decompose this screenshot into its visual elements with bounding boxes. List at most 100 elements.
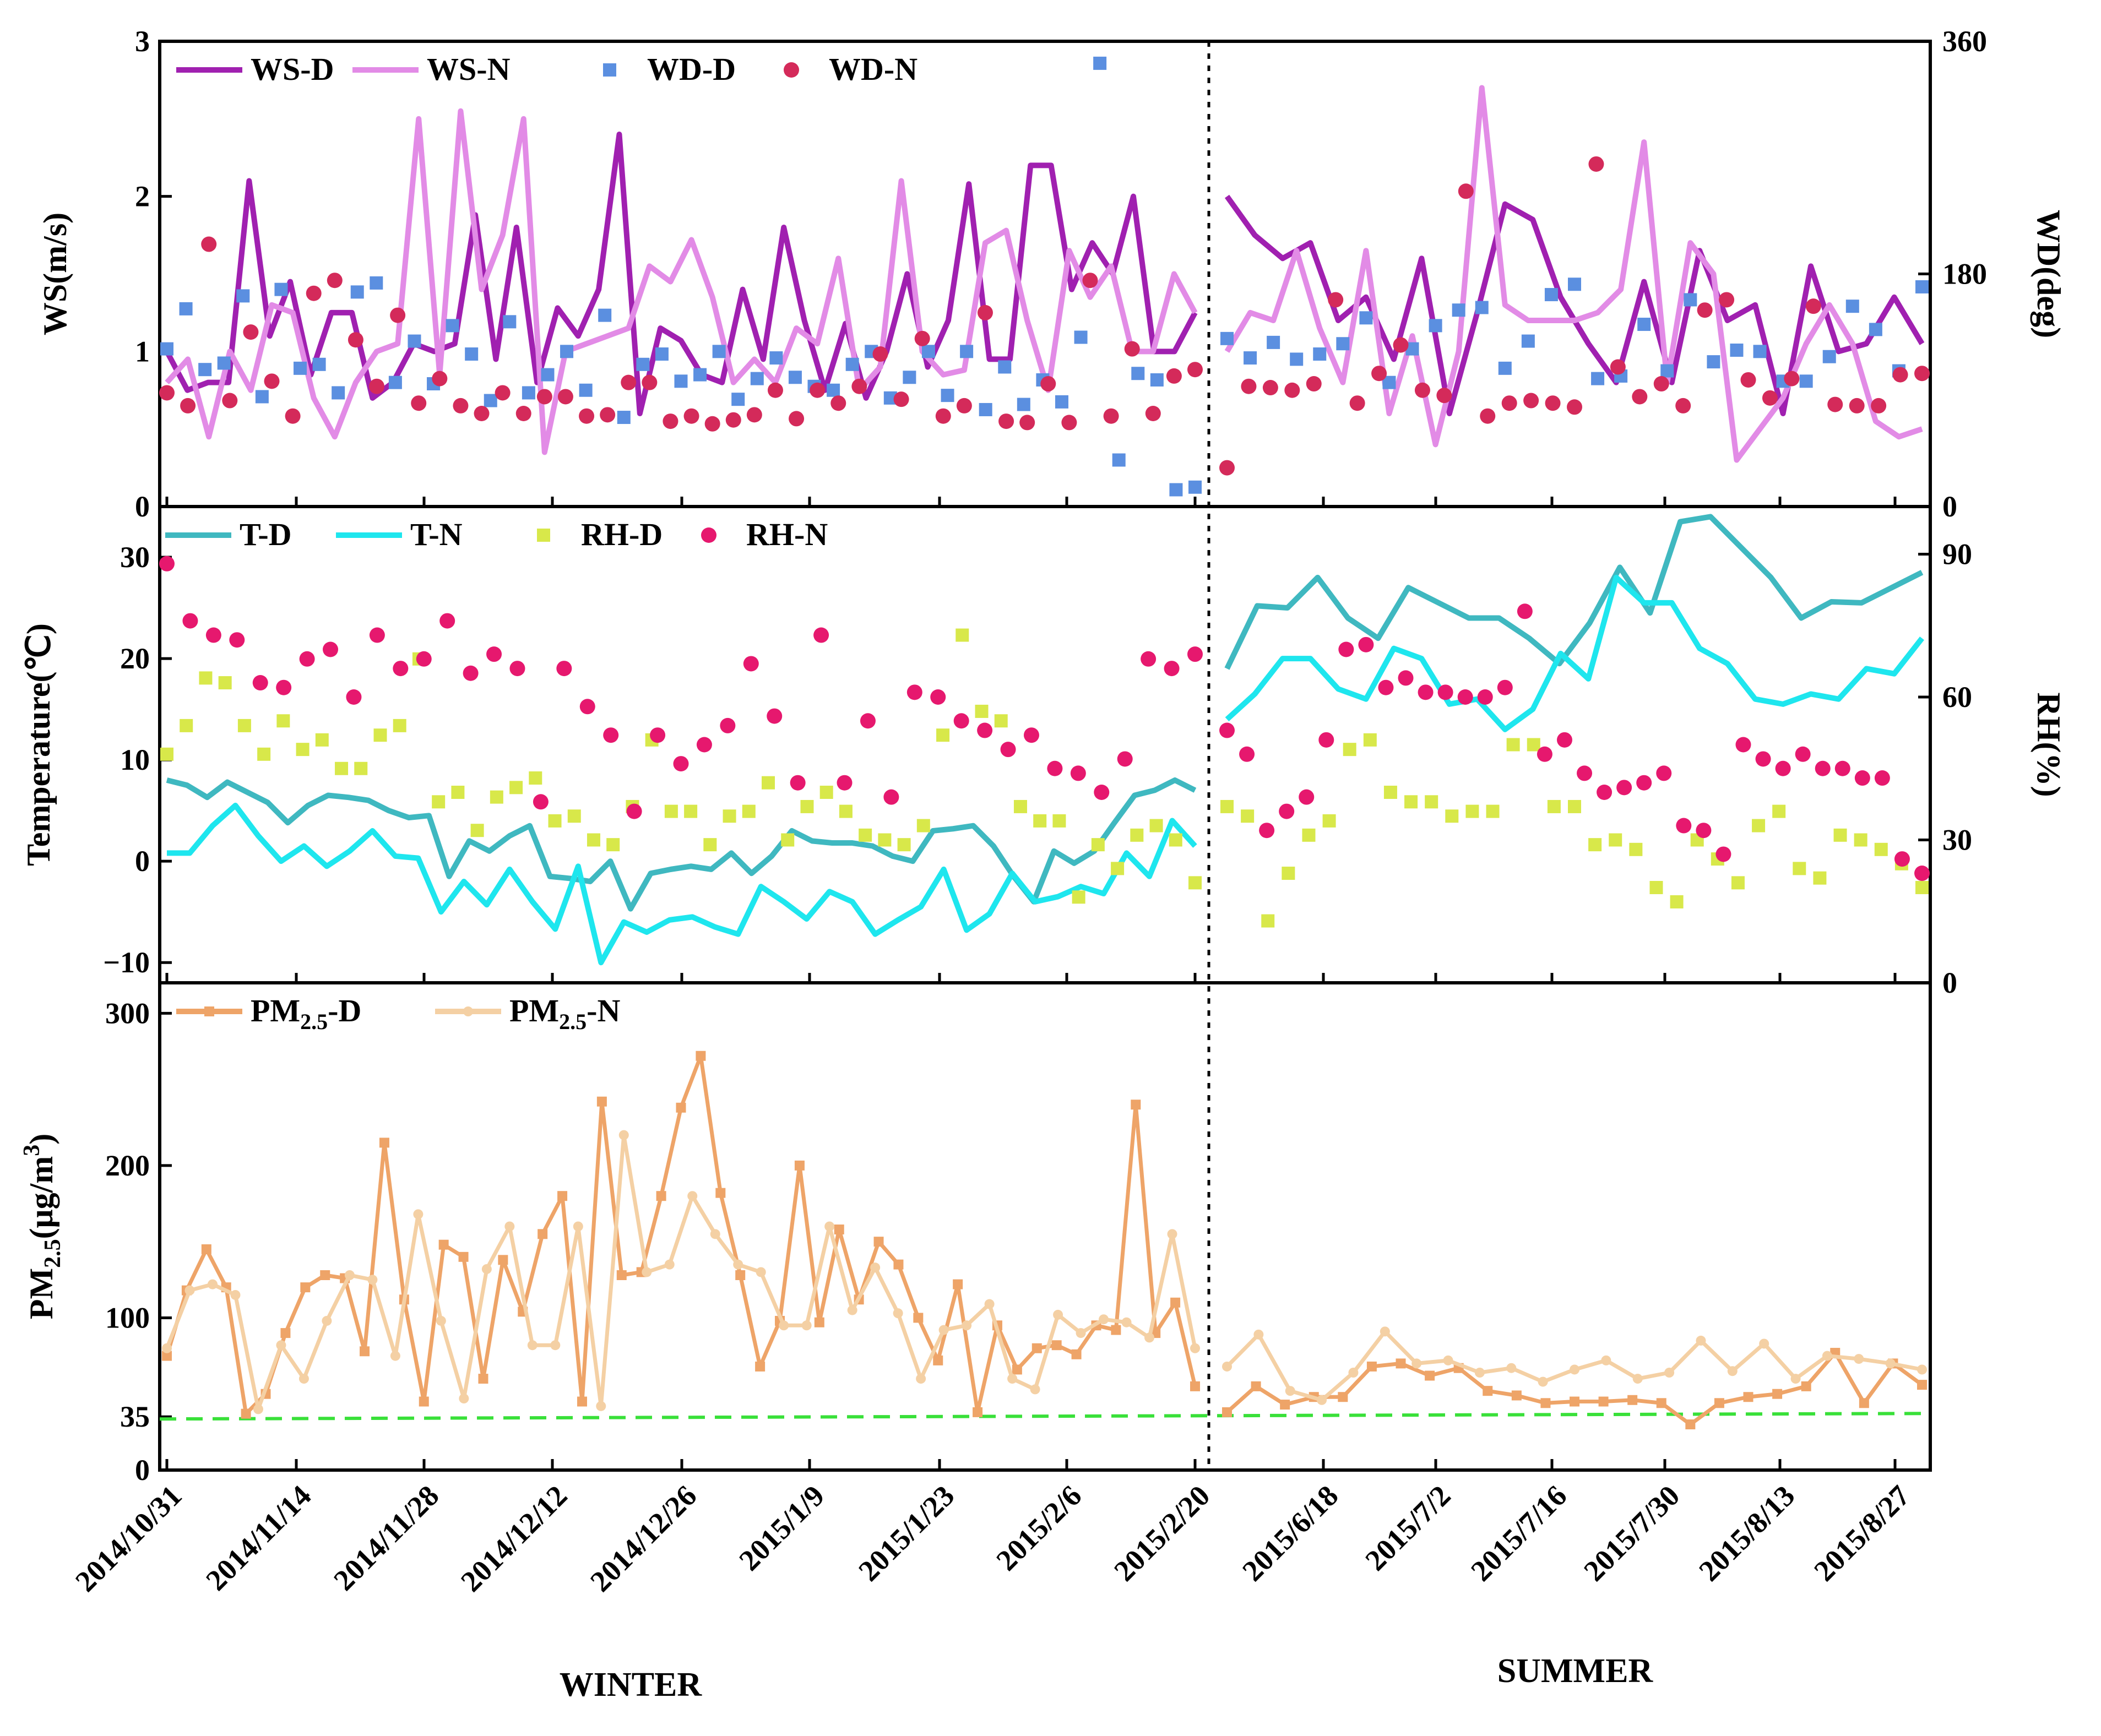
series-pm2-5-n (162, 1130, 1927, 1414)
data-point (1302, 828, 1316, 842)
data-point (276, 679, 292, 695)
data-point (1517, 603, 1533, 619)
data-point (478, 1374, 488, 1384)
data-point (1458, 183, 1474, 199)
data-point (579, 383, 593, 397)
data-point (490, 790, 503, 804)
data-point (264, 373, 280, 389)
data-point (294, 361, 307, 375)
data-point (1055, 395, 1068, 409)
data-point (509, 781, 523, 794)
data-point (1598, 1396, 1609, 1407)
data-point (159, 385, 175, 401)
data-point (579, 699, 595, 715)
y2-tick-label: 0 (1942, 490, 1957, 523)
data-point (257, 747, 271, 761)
data-point (953, 713, 969, 729)
data-point (1094, 785, 1110, 800)
data-point (1396, 1358, 1406, 1369)
data-point (1801, 1381, 1811, 1391)
data-point (373, 728, 387, 742)
data-point (693, 368, 707, 382)
data-point (1124, 341, 1140, 357)
data-point (1359, 311, 1373, 325)
data-point (276, 1340, 286, 1351)
legend-marker (701, 527, 716, 543)
data-point (1854, 770, 1870, 786)
x-tick-label: 2015/1/23 (852, 1479, 960, 1587)
data-point (1570, 1396, 1579, 1407)
data-point (1452, 303, 1465, 317)
data-point (1707, 355, 1720, 369)
data-point (1815, 760, 1831, 776)
data-point (162, 1351, 172, 1361)
data-point (1033, 814, 1047, 828)
data-point (1061, 415, 1077, 431)
data-point (367, 1275, 378, 1285)
data-point (470, 824, 484, 837)
data-point (1670, 895, 1684, 908)
data-point (596, 1401, 606, 1411)
data-point (696, 1051, 706, 1061)
data-point (1632, 1374, 1643, 1384)
data-point (1169, 833, 1182, 847)
data-point (1567, 399, 1582, 415)
data-point (1632, 389, 1648, 405)
data-point (1000, 742, 1016, 758)
data-point (201, 236, 217, 252)
data-point (935, 408, 951, 424)
data-point (1336, 337, 1350, 351)
data-point (529, 771, 542, 785)
x-tick-label: 2015/8/13 (1692, 1479, 1801, 1587)
data-point (1244, 351, 1257, 365)
data-point (280, 1328, 291, 1338)
data-point (1130, 828, 1144, 842)
data-point (847, 1305, 857, 1315)
y2-axis-title: RH(%) (2031, 693, 2067, 797)
x-tick-label: 2014/12/12 (454, 1479, 573, 1598)
legend: PM2.5-D PM2.5-N (176, 993, 620, 1034)
legend: T-D T-N RH-D RH-N (165, 516, 828, 552)
y-tick-label: 35 (120, 1400, 150, 1433)
series-wd-d (160, 56, 1929, 497)
data-point (725, 412, 741, 428)
data-point (1219, 722, 1235, 738)
data-point (860, 713, 876, 729)
data-point (656, 1191, 666, 1201)
data-point (1187, 646, 1203, 662)
x-tick-label: 2015/2/20 (1107, 1479, 1216, 1587)
data-point (998, 413, 1014, 429)
data-point (1653, 376, 1669, 392)
data-point (1544, 288, 1558, 302)
reference-line (159, 1412, 1925, 1421)
legend-marker (204, 1006, 214, 1016)
data-point (484, 394, 497, 407)
data-point (322, 1315, 332, 1326)
data-point (1696, 1335, 1706, 1346)
x-tick-label: 2015/2/6 (990, 1479, 1088, 1577)
data-point (676, 1102, 686, 1113)
data-point (851, 378, 867, 394)
y-tick-label: 10 (120, 743, 150, 776)
y-tick-label: 2 (135, 180, 150, 213)
data-point (1112, 453, 1126, 467)
data-point (1220, 799, 1234, 813)
data-point (1483, 1386, 1493, 1396)
data-point (416, 651, 432, 667)
data-point (938, 1325, 949, 1335)
data-point (921, 345, 935, 358)
data-point (1259, 823, 1275, 839)
data-point (184, 1285, 195, 1296)
data-point (182, 613, 198, 629)
legend-label: RH-N (746, 516, 828, 552)
data-point (1437, 684, 1453, 700)
data-point (1313, 347, 1327, 361)
y2-tick-label: 180 (1942, 258, 1987, 291)
data-point (687, 1191, 698, 1201)
data-point (1827, 396, 1843, 412)
data-point (320, 1270, 330, 1280)
data-point (201, 1244, 211, 1254)
data-point (453, 398, 469, 413)
data-point (1030, 1384, 1040, 1395)
